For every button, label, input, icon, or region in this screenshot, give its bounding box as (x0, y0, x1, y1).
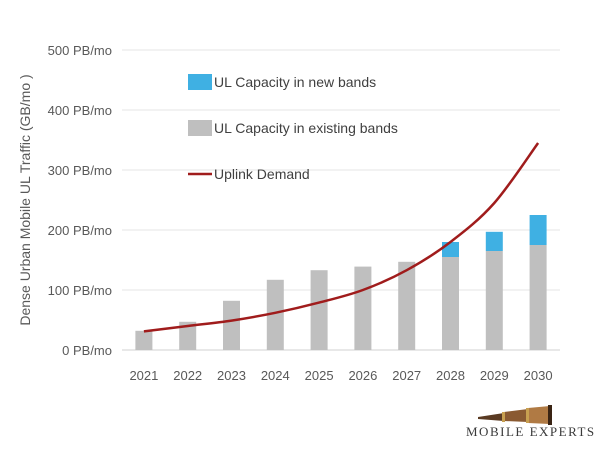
bar-new-bands (529, 215, 547, 245)
x-tick-label: 2027 (392, 368, 421, 383)
bar-existing-bands (485, 251, 503, 350)
x-tick-label: 2023 (217, 368, 246, 383)
uplink-demand-line (143, 142, 540, 333)
legend-label: UL Capacity in existing bands (214, 120, 398, 136)
telescope-icon (478, 405, 552, 425)
bar-existing-bands (223, 300, 240, 350)
demand-line-layer (143, 142, 540, 333)
x-tick-label: 2022 (173, 368, 202, 383)
y-tick-label: 400 PB/mo (48, 103, 112, 118)
bar-new-bands (442, 242, 459, 257)
x-tick-label: 2026 (348, 368, 377, 383)
legend-label: UL Capacity in new bands (214, 74, 376, 90)
bar-existing-bands (179, 321, 197, 350)
bar-existing-bands (135, 330, 153, 350)
x-tick-label: 2024 (261, 368, 290, 383)
bar-new-bands (485, 231, 503, 251)
legend: UL Capacity in new bands UL Capacity in e… (188, 74, 398, 182)
bar-existing-bands (529, 245, 547, 350)
x-tick-label: 2021 (129, 368, 158, 383)
x-tick-label: 2028 (436, 368, 465, 383)
y-tick-label: 200 PB/mo (48, 223, 112, 238)
y-tick-label: 0 PB/mo (62, 343, 112, 358)
x-tick-label: 2025 (305, 368, 334, 383)
bar-existing-bands (398, 261, 416, 350)
y-tick-label: 100 PB/mo (48, 283, 112, 298)
y-axis-label: Dense Urban Mobile UL Traffic (GB/mo ) (17, 74, 33, 325)
y-tick-label: 500 PB/mo (48, 43, 112, 58)
brand-name: MOBILE EXPERTS (466, 424, 596, 439)
bar-existing-bands (442, 257, 459, 350)
bar-existing-bands (310, 270, 328, 350)
y-axis-ticks: 0 PB/mo 100 PB/mo 200 PB/mo 300 PB/mo 400 PB… (48, 43, 112, 358)
legend-label: Uplink Demand (214, 166, 310, 182)
y-tick-label: 300 PB/mo (48, 163, 112, 178)
x-axis-ticks: 2021 2022 2023 2024 2025 2026 2027 2028 2029 2030 (129, 368, 552, 383)
legend-swatch-new-bands (188, 74, 212, 90)
bars (135, 215, 547, 350)
bar-existing-bands (266, 279, 284, 350)
bar-existing-bands (354, 266, 372, 350)
x-tick-label: 2029 (480, 368, 509, 383)
legend-swatch-existing-bands (188, 120, 212, 136)
x-tick-label: 2030 (524, 368, 553, 383)
